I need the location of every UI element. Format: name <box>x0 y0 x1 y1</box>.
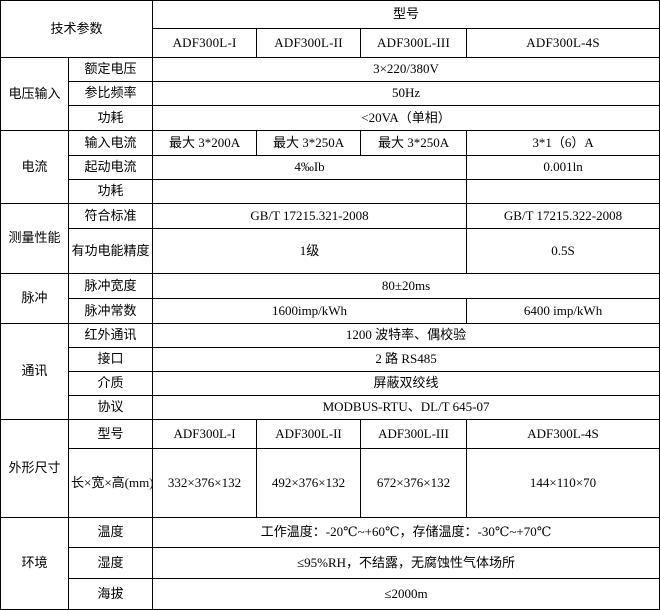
value-cell: GB/T 17215.322-2008 <box>466 203 660 229</box>
table-row: 功耗 <20VA（单相） <box>1 105 660 131</box>
model-header-1: ADF300L-I <box>152 28 258 58</box>
value-cell: 3×220/380V <box>152 57 660 82</box>
table-row: 湿度 ≤95%RH，不结露，无腐蚀性气体场所 <box>1 547 660 579</box>
value-cell: 最大 3*200A <box>152 130 258 156</box>
param-label: 功耗 <box>67 179 154 204</box>
table-row: 海拔 ≤2000m <box>1 578 660 610</box>
group-label-7: 环境 <box>0 517 69 610</box>
value-cell: 144×110×70 <box>466 448 660 518</box>
value-cell: 50Hz <box>152 81 660 106</box>
param-label: 脉冲常数 <box>67 298 154 324</box>
value-cell: 672×376×132 <box>360 448 468 518</box>
param-label: 起动电流 <box>67 155 154 180</box>
model-header-2: ADF300L-II <box>256 28 362 58</box>
table-row: 测量性能 符合标准 GB/T 17215.321-2008 GB/T 17215.32… <box>0 203 660 274</box>
table-row: 电流 输入电流 最大 3*200A 最大 3*250A 最大 3*250A 3*1（6）A <box>0 130 660 204</box>
param-label: 协议 <box>67 395 154 420</box>
table-row: 功耗 <box>1 179 660 204</box>
param-label: 参比频率 <box>67 81 154 106</box>
value-cell: 4‰Ib <box>152 155 468 180</box>
group-label-3: 测量性能 <box>0 203 69 274</box>
value-cell: 最大 3*250A <box>256 130 362 156</box>
param-label: 功耗 <box>67 105 154 131</box>
tech-param-header: 技术参数 <box>0 0 154 58</box>
value-cell: 屏蔽双绞线 <box>152 371 660 396</box>
model-header-3: ADF300L-III <box>360 28 468 58</box>
value-cell: 最大 3*250A <box>360 130 468 156</box>
value-cell: 0.001ln <box>466 155 660 180</box>
value-cell: ≤95%RH，不结露，无腐蚀性气体场所 <box>152 547 660 579</box>
table-row: 脉冲常数 1600imp/kWh 6400 imp/kWh <box>1 298 660 324</box>
model-group-header: 型号 <box>152 0 660 29</box>
table-row: 外形尺寸 型号 ADF300L-I ADF300L-II ADF300L-III ADF3… <box>0 419 660 518</box>
group-label-6: 外形尺寸 <box>0 419 69 518</box>
table-row: 通讯 红外通讯 1200 波特率、偶校验 <box>0 323 660 420</box>
value-cell-empty <box>152 179 468 204</box>
value-cell: GB/T 17215.321-2008 <box>152 203 468 229</box>
value-cell: 0.5S <box>466 228 660 274</box>
value-cell: ADF300L-III <box>360 419 468 449</box>
param-label: 脉冲宽度 <box>67 273 154 299</box>
param-label: 红外通讯 <box>67 323 154 348</box>
table-row: 长×宽×高(mm) 332×376×132 492×376×132 672×376×1… <box>1 448 660 518</box>
table-row: 环境 温度 工作温度：-20℃~+60℃，存储温度：-30℃~+70℃ <box>0 517 660 610</box>
value-cell: ADF300L-4S <box>466 419 660 449</box>
param-label: 温度 <box>67 517 154 548</box>
table-row: 电压输入 额定电压 3×220/380V <box>0 57 660 131</box>
table-row: 有功电能精度 1级 0.5S <box>1 228 660 274</box>
param-label: 湿度 <box>67 547 154 579</box>
value-cell: ADF300L-II <box>256 419 362 449</box>
group-label-1: 电压输入 <box>0 57 69 131</box>
value-cell: <20VA（单相） <box>152 105 660 131</box>
param-label: 额定电压 <box>67 57 154 82</box>
value-cell: 1级 <box>152 228 468 274</box>
value-cell: 3*1（6）A <box>466 130 660 156</box>
param-label: 型号 <box>67 419 154 449</box>
value-cell: ≤2000m <box>152 578 660 610</box>
model-header-4: ADF300L-4S <box>466 28 660 58</box>
table-row: 起动电流 4‰Ib 0.001ln <box>1 155 660 180</box>
param-label: 有功电能精度 <box>67 228 154 274</box>
group-label-2: 电流 <box>0 130 69 204</box>
group-label-5: 通讯 <box>0 323 69 420</box>
table-row: 参比频率 50Hz <box>1 81 660 106</box>
value-cell: MODBUS-RTU、DL/T 645-07 <box>152 395 660 420</box>
value-cell: 492×376×132 <box>256 448 362 518</box>
param-label: 海拔 <box>67 578 154 610</box>
param-label: 介质 <box>67 371 154 396</box>
value-cell: 1200 波特率、偶校验 <box>152 323 660 348</box>
header-row-title: 技术参数 型号 <box>0 0 660 58</box>
param-label: 符合标准 <box>67 203 154 229</box>
value-cell: 2 路 RS485 <box>152 347 660 372</box>
value-cell: 332×376×132 <box>152 448 258 518</box>
value-cell: 工作温度：-20℃~+60℃，存储温度：-30℃~+70℃ <box>152 517 660 548</box>
param-label: 长×宽×高(mm) <box>67 448 154 518</box>
table-row: 介质 屏蔽双绞线 <box>1 371 660 396</box>
value-cell: 6400 imp/kWh <box>466 298 660 324</box>
table-row: 协议 MODBUS-RTU、DL/T 645-07 <box>1 395 660 420</box>
value-cell: ADF300L-I <box>152 419 258 449</box>
param-label: 输入电流 <box>67 130 154 156</box>
table-row: 脉冲 脉冲宽度 80±20ms <box>0 273 660 324</box>
table-row: 接口 2 路 RS485 <box>1 347 660 372</box>
param-label: 接口 <box>67 347 154 372</box>
value-cell-empty <box>466 179 660 204</box>
value-cell: 80±20ms <box>152 273 660 299</box>
group-label-4: 脉冲 <box>0 273 69 324</box>
header-row-models: ADF300L-I ADF300L-II ADF300L-III ADF300L-4S <box>1 28 660 58</box>
value-cell: 1600imp/kWh <box>152 298 468 324</box>
